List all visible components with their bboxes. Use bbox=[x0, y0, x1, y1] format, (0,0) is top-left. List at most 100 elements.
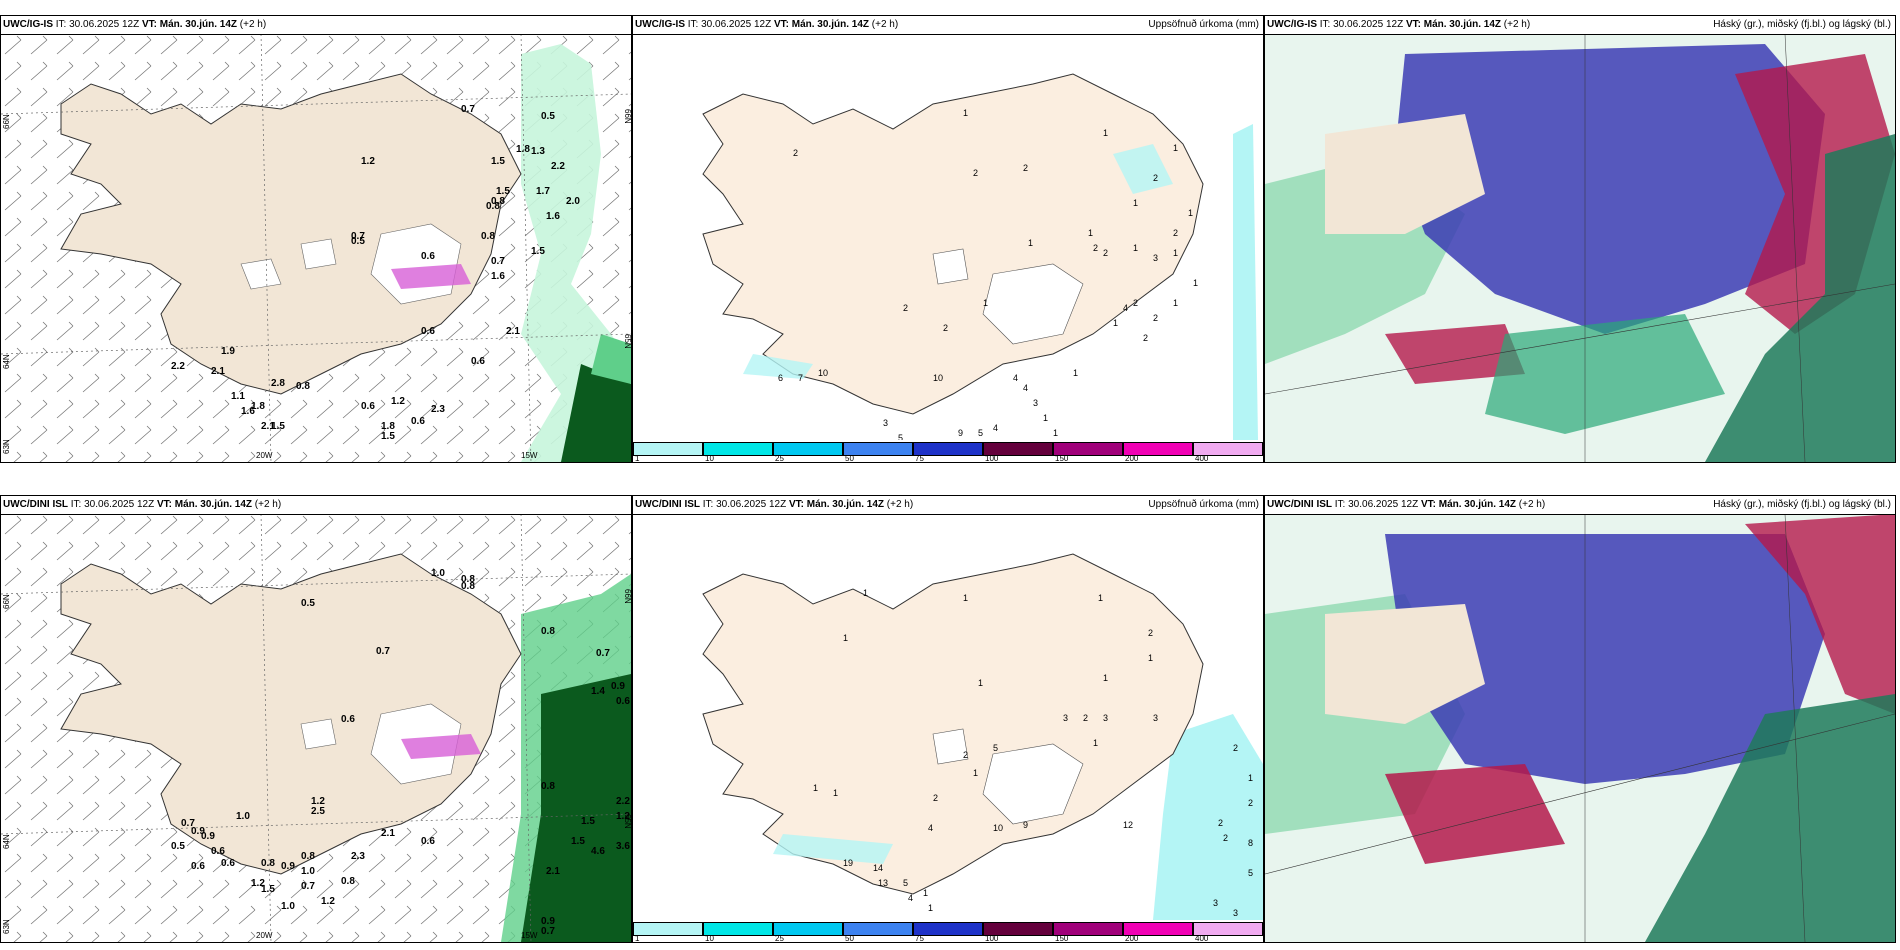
value-label: 2 bbox=[1233, 743, 1238, 753]
value-label: 1.0 bbox=[236, 811, 250, 822]
value-label: 2.1 bbox=[506, 326, 520, 337]
value-label: 1.8 bbox=[381, 421, 395, 432]
value-label: 1.5 bbox=[261, 884, 275, 895]
axis-66n-right: 66N bbox=[623, 109, 631, 124]
value-label: 2 bbox=[1133, 298, 1138, 308]
legend-tick: 400 bbox=[1195, 454, 1209, 463]
legend-tick: 75 bbox=[915, 934, 924, 943]
value-label: 0.8 bbox=[461, 574, 475, 585]
value-label: 1 bbox=[1173, 143, 1178, 153]
value-label: 1 bbox=[1088, 228, 1093, 238]
value-label: 0.6 bbox=[341, 714, 355, 725]
value-label: 0.7 bbox=[596, 648, 610, 659]
value-label: 1.0 bbox=[281, 901, 295, 912]
value-label: 1.1 bbox=[231, 391, 245, 402]
panel-dini-cloud: UWC/DINI ISL IT: 30.06.2025 12Z VT: Mán.… bbox=[1264, 495, 1896, 943]
value-label: 0.6 bbox=[411, 416, 425, 427]
value-label: 0.8 bbox=[261, 858, 275, 869]
value-label: 2.8 bbox=[271, 378, 285, 389]
value-label: 1 bbox=[928, 903, 933, 913]
value-label: 0.5 bbox=[301, 598, 315, 609]
value-label: 1.2 bbox=[321, 896, 335, 907]
panel-right-title: Háský (gr.), miðský (fj.bl.) og lágský (… bbox=[1713, 499, 1891, 510]
value-label: 5 bbox=[1248, 868, 1253, 878]
legend-swatch bbox=[773, 922, 843, 936]
value-label: 1.7 bbox=[536, 186, 550, 197]
value-label: 2.0 bbox=[566, 196, 580, 207]
legend-swatch bbox=[633, 922, 703, 936]
panel-ig-acc: UWC/IG-IS IT: 30.06.2025 12Z VT: Mán. 30… bbox=[632, 15, 1264, 463]
axis-20w: 20W bbox=[256, 931, 273, 940]
value-label: 8 bbox=[1248, 838, 1253, 848]
legend-swatch bbox=[843, 922, 913, 936]
value-label: 2.2 bbox=[551, 161, 565, 172]
axis-15w: 15W bbox=[521, 931, 538, 940]
value-label: 2 bbox=[1153, 173, 1158, 183]
value-label: 0.8 bbox=[491, 196, 505, 207]
legend-swatch bbox=[983, 922, 1053, 936]
value-label: 3 bbox=[1153, 713, 1158, 723]
legend-tick: 1 bbox=[635, 454, 640, 463]
value-label: 1.5 bbox=[496, 186, 510, 197]
value-label: 0.7 bbox=[461, 104, 475, 115]
value-label: 2 bbox=[793, 148, 798, 158]
value-label: 13 bbox=[878, 878, 888, 888]
panel-title-bar bbox=[633, 496, 1263, 515]
legend-swatch bbox=[1193, 442, 1263, 456]
panel-title-bar bbox=[633, 16, 1263, 35]
legend-tick: 400 bbox=[1195, 934, 1209, 943]
legend-swatch bbox=[633, 442, 703, 456]
iceland-land bbox=[60, 73, 522, 395]
value-label: 0.6 bbox=[191, 861, 205, 872]
precip-values: 1.00.80.80.50.80.7 0.71.4 0.90.60.60.81.2 2… bbox=[171, 568, 630, 937]
value-label: 5 bbox=[903, 878, 908, 888]
value-label: 0.6 bbox=[616, 696, 630, 707]
value-label: 9 bbox=[1023, 820, 1028, 830]
value-label: 0.8 bbox=[301, 851, 315, 862]
value-label: 2 bbox=[933, 793, 938, 803]
axis-65n-right: 65N bbox=[623, 334, 631, 349]
value-label: 1 bbox=[813, 783, 818, 793]
value-label: 1.9 bbox=[221, 346, 235, 357]
value-label: 2.1 bbox=[261, 421, 275, 432]
value-label: 2.3 bbox=[431, 404, 445, 415]
value-label: 1.5 bbox=[271, 421, 285, 432]
value-label: 1.2 bbox=[361, 156, 375, 167]
wind-precip-map: 66N 64N 66N 65N 63N 20W 15W 0.70.51.2 1.5… bbox=[1, 34, 631, 462]
value-label: 1 bbox=[863, 588, 868, 598]
value-label: 0.6 bbox=[421, 326, 435, 337]
legend-tick: 25 bbox=[775, 934, 784, 943]
value-label: 3 bbox=[1103, 713, 1108, 723]
value-label: 1.3 bbox=[531, 146, 545, 157]
value-label: 2.1 bbox=[546, 866, 560, 877]
value-label: 0.9 bbox=[541, 916, 555, 927]
axis-63n: 63N bbox=[2, 439, 11, 454]
value-label: 1.5 bbox=[381, 431, 395, 442]
value-label: 3 bbox=[883, 418, 888, 428]
value-label: 14 bbox=[873, 863, 883, 873]
panel-right-title: Uppsöfnuð úrkoma (mm) bbox=[1148, 19, 1259, 30]
legend-tick: 150 bbox=[1055, 934, 1069, 943]
legend-tick: 10 bbox=[705, 454, 714, 463]
value-label: 0.7 bbox=[351, 231, 365, 242]
legend-tick: 10 bbox=[705, 934, 714, 943]
value-label: 0.8 bbox=[486, 201, 500, 212]
legend-swatch bbox=[913, 922, 983, 936]
iceland-land bbox=[702, 73, 1204, 415]
axis-66n: 66N bbox=[2, 594, 11, 609]
value-label: 1.2 bbox=[391, 396, 405, 407]
value-label: 1.6 bbox=[491, 271, 505, 282]
legend-tick: 200 bbox=[1125, 454, 1139, 463]
panel-title-bar bbox=[1, 16, 631, 35]
value-label: 1 bbox=[1103, 128, 1108, 138]
value-label: 1 bbox=[1188, 208, 1193, 218]
value-label: 0.8 bbox=[541, 781, 555, 792]
value-label: 0.6 bbox=[421, 836, 435, 847]
value-label: 1 bbox=[1133, 198, 1138, 208]
cloud-cover-map bbox=[1265, 34, 1895, 462]
value-label: 2.2 bbox=[616, 796, 630, 807]
value-label: 0.6 bbox=[211, 846, 225, 857]
value-label: 4 bbox=[908, 893, 913, 903]
